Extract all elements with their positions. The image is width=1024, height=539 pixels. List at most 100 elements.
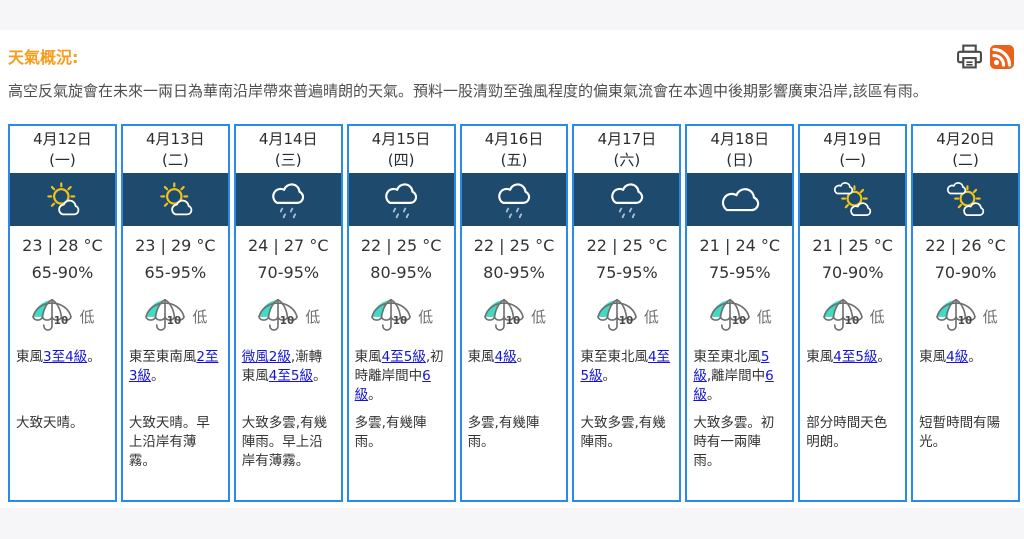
forecast-card: 4月19日 (一) 21 | 25 °C 70-90% 10 低 東風4至5級。…: [798, 124, 908, 502]
forecast-card: 4月16日 (五) 22 | 25 °C 80-95% 10 低 東風4級。 多…: [459, 124, 569, 502]
section-header: 天氣概況:: [0, 30, 1024, 73]
humidity-range: 80-95%: [370, 263, 432, 282]
sun-cloud-icon: [150, 177, 200, 223]
psr-value: 10: [506, 315, 520, 327]
temperature-range: 22 | 26 °C: [925, 236, 1006, 255]
weather-description: 大致天晴。: [16, 415, 84, 431]
wind-force-link[interactable]: 2至3級: [128, 349, 219, 384]
weather-icon-band: [574, 173, 680, 226]
rain-icon: [376, 177, 426, 223]
weather-icon-band: [122, 173, 228, 226]
wind-force-link[interactable]: 4級: [494, 349, 517, 365]
psr-value: 10: [54, 315, 68, 327]
wind-text-part: 。: [368, 387, 382, 403]
forecast-card: 4月14日 (三) 24 | 27 °C 70-95% 10 低 微風2級,漸轉…: [233, 124, 343, 502]
psr-row: 10 低: [462, 296, 567, 336]
psr-umbrella-icon: 10: [369, 297, 413, 335]
temperature-range: 21 | 25 °C: [812, 236, 893, 255]
wind-force-link[interactable]: 6級: [354, 368, 431, 403]
wind-text: 東至東南風2至3級。: [123, 348, 228, 414]
weather-icon-band: [10, 173, 115, 226]
card-weekday: (二): [952, 151, 979, 169]
card-weekday: (六): [613, 151, 641, 169]
cloud-icon: [715, 177, 765, 223]
psr-value: 10: [619, 315, 633, 327]
rss-icon[interactable]: [990, 45, 1014, 73]
forecast-card: 4月15日 (四) 22 | 25 °C 80-95% 10 低 東風4至5級,…: [346, 124, 456, 502]
wind-force-link[interactable]: 微風2級: [241, 349, 291, 365]
wind-text: 東至東北風5級,離岸間中6級。: [687, 348, 792, 414]
weather-icon-band: [913, 173, 1019, 226]
card-date-block: 4月15日 (四): [349, 126, 454, 173]
wind-text: 東風4至5級。: [800, 348, 905, 414]
wind-text: 東風4級。: [913, 348, 1018, 414]
wind-force-link[interactable]: 4至5級: [833, 349, 878, 365]
psr-row: 10 低: [236, 296, 341, 336]
wind-text: 東風4至5級,初時離岸間中6級。: [349, 348, 454, 414]
temperature-range: 22 | 25 °C: [473, 236, 555, 255]
weather-description: 短暫時間有陽光。: [919, 415, 1001, 450]
psr-value: 10: [393, 315, 407, 327]
wind-text-part: 。: [312, 368, 327, 384]
page-bottom-strip: [0, 508, 1024, 539]
weather-description: 大致多雲,有幾陣雨。: [580, 415, 666, 450]
wind-text-part: 東至東北風: [693, 349, 761, 365]
card-date: 4月18日: [710, 130, 770, 148]
humidity-range: 70-90%: [934, 263, 997, 282]
wind-force-link[interactable]: 4至5級: [580, 349, 671, 384]
psr-row: 10 低: [913, 296, 1018, 336]
wind-text-part: 東風: [16, 349, 43, 365]
psr-umbrella-icon: 10: [934, 297, 978, 335]
card-date: 4月12日: [33, 130, 92, 148]
weather-description: 部分時間天色明朗。: [806, 415, 888, 450]
card-weekday: (二): [161, 151, 189, 169]
psr-value: 10: [844, 315, 858, 327]
rain-icon: [263, 177, 313, 223]
humidity-range: 80-95%: [483, 263, 545, 282]
card-date-block: 4月20日 (二): [913, 126, 1018, 173]
card-date-block: 4月16日 (五): [462, 126, 567, 173]
card-date-block: 4月12日 (一): [10, 126, 115, 173]
wind-force-link[interactable]: 6級: [693, 368, 774, 403]
wind-force-link[interactable]: 5級: [693, 349, 770, 384]
header-action-icons: [956, 44, 1014, 73]
card-date-block: 4月14日 (三): [236, 126, 341, 173]
wind-text-part: 東至東南風: [128, 349, 197, 365]
card-date-block: 4月18日 (日): [687, 126, 792, 173]
wind-text-part: 東至東北風: [580, 349, 648, 365]
psr-label: 低: [756, 307, 772, 326]
weather-icon-band: [461, 173, 567, 226]
wind-text-part: 。: [602, 368, 617, 384]
sun-between-clouds-icon: [828, 177, 878, 223]
psr-label: 低: [982, 307, 998, 326]
print-icon[interactable]: [956, 44, 983, 73]
wind-force-link[interactable]: 4至5級: [268, 368, 313, 384]
wind-text-part: 。: [706, 387, 721, 403]
wind-force-link[interactable]: 4級: [946, 349, 969, 365]
forecast-card: 4月17日 (六) 22 | 25 °C 75-95% 10 低 東至東北風4至…: [572, 124, 682, 502]
humidity-range: 70-90%: [821, 263, 884, 282]
weather-description: 大致多雲,有幾陣雨。早上沿岸有薄霧。: [241, 415, 328, 469]
psr-label: 低: [79, 307, 95, 326]
card-weekday: (五): [500, 151, 528, 169]
temperature-range: 24 | 27 °C: [247, 236, 329, 255]
card-weekday: (四): [387, 151, 415, 169]
weather-description: 大致天晴。早上沿岸有薄霧。: [128, 415, 210, 469]
wind-text: 東至東北風4至5級。: [574, 348, 679, 414]
wind-text-part: 。: [968, 349, 982, 365]
wind-text-part: 東風: [467, 349, 495, 365]
wind-text-part: 東風: [806, 349, 834, 365]
wind-force-link[interactable]: 3至4級: [43, 349, 88, 365]
card-date: 4月13日: [146, 130, 205, 148]
psr-value: 10: [957, 315, 971, 327]
psr-umbrella-icon: 10: [595, 297, 639, 335]
forecast-card: 4月20日 (二) 22 | 26 °C 70-90% 10 低 東風4級。 短…: [911, 124, 1021, 502]
page-top-strip: [0, 0, 1024, 30]
psr-label: 低: [643, 307, 659, 326]
weather-description: 多雲,有幾陣雨。: [467, 415, 540, 450]
wind-force-link[interactable]: 4至5級: [381, 349, 426, 365]
psr-value: 10: [280, 315, 294, 327]
wind-text-part: ,漸轉東風: [241, 349, 323, 384]
card-date-block: 4月17日 (六): [574, 126, 679, 173]
psr-umbrella-icon: 10: [708, 297, 752, 335]
